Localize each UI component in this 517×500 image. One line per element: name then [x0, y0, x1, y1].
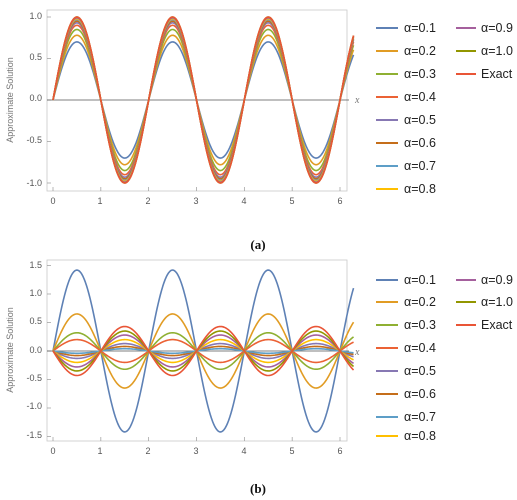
- legend-item: α=0.8: [376, 182, 436, 196]
- ytick-label: 1.0: [29, 288, 42, 298]
- series-lines-b: [52, 269, 355, 433]
- legend-label: α=0.2: [404, 295, 436, 309]
- series-line-11: [52, 16, 355, 184]
- xtick-labels-a: 0 1 2 3 4 5 6: [50, 196, 342, 206]
- legend-label: α=0.3: [404, 318, 436, 332]
- legend-label: α=0.5: [404, 113, 436, 127]
- ytick-label: 0.5: [29, 52, 42, 62]
- legend-label: Exact: [481, 67, 513, 81]
- ylabel-b: Approximate Solution: [5, 307, 15, 393]
- tick-marks-a: [47, 16, 341, 191]
- ytick-label: -0.5: [26, 135, 42, 145]
- series-line-7: [52, 347, 354, 355]
- ytick-label: -0.5: [26, 373, 42, 383]
- ytick-label: -1.0: [26, 178, 42, 188]
- caption-a: (a): [250, 237, 265, 252]
- legend-item: α=1.0: [456, 44, 513, 58]
- caption-b: (b): [250, 481, 266, 496]
- legend-label: α=0.7: [404, 410, 436, 424]
- xtick-label: 3: [193, 446, 198, 456]
- plot-a-frame: [46, 9, 348, 192]
- series-lines-a: [52, 16, 355, 184]
- legend-label: Exact: [481, 318, 513, 332]
- legend-item: Exact: [456, 67, 513, 81]
- legend-label: α=1.0: [481, 44, 513, 58]
- panel-a: Approximate Solution x -1.0 -0.5 0.0 0.5…: [5, 9, 513, 252]
- legend-item: Exact: [456, 318, 513, 332]
- xtick-label: 2: [145, 196, 150, 206]
- xlabel-b: x: [354, 347, 360, 358]
- legend-item: α=0.2: [376, 44, 436, 58]
- legend-label: α=0.1: [404, 273, 436, 287]
- series-line-3: [52, 331, 355, 371]
- legend-item: α=0.9: [456, 273, 513, 287]
- xtick-label: 6: [337, 196, 342, 206]
- legend-item: α=0.9: [456, 21, 513, 35]
- xtick-label: 0: [50, 196, 55, 206]
- ytick-label: -1.0: [26, 401, 42, 411]
- series-line-2: [52, 313, 355, 389]
- legend-item: α=0.5: [376, 113, 436, 127]
- xtick-label: 5: [289, 446, 294, 456]
- legend-item: α=0.1: [376, 273, 436, 287]
- legend-item: α=0.3: [376, 318, 436, 332]
- legend-label: α=0.2: [404, 44, 436, 58]
- ytick-label: -1.5: [26, 430, 42, 440]
- legend-item: α=0.8: [376, 429, 436, 443]
- legend-label: α=0.4: [404, 341, 436, 355]
- xtick-label: 4: [241, 446, 246, 456]
- series-line-11: [52, 325, 355, 377]
- legend-label: α=0.8: [404, 182, 436, 196]
- legend-item: α=0.4: [376, 90, 436, 104]
- ytick-label: 0.0: [29, 93, 42, 103]
- legend-label: α=0.5: [404, 364, 436, 378]
- xtick-label: 1: [97, 196, 102, 206]
- legend-label: α=0.6: [404, 136, 436, 150]
- legend-label: α=0.1: [404, 21, 436, 35]
- legend-label: α=0.4: [404, 90, 436, 104]
- xtick-label: 3: [193, 196, 198, 206]
- ytick-label: 1.5: [29, 260, 42, 270]
- legend-item: α=0.6: [376, 136, 436, 150]
- legend-item: α=0.7: [376, 159, 436, 173]
- legend-label: α=0.3: [404, 67, 436, 81]
- legend-item: α=1.0: [456, 295, 513, 309]
- legend-item: α=0.2: [376, 295, 436, 309]
- legend-item: α=0.3: [376, 67, 436, 81]
- legend-b: α=0.1 α=0.2 α=0.3 α=0.4 α=0.5 α=0.6 α=0.…: [376, 273, 513, 443]
- xtick-labels-b: 0 1 2 3 4 5 6: [50, 446, 342, 456]
- legend-label: α=0.9: [481, 273, 513, 287]
- tick-marks-b: [47, 265, 341, 441]
- legend-item: α=0.4: [376, 341, 436, 355]
- legend-a: α=0.1 α=0.2 α=0.3 α=0.4 α=0.5 α=0.6 α=0.…: [376, 21, 513, 196]
- ytick-label: 0.5: [29, 316, 42, 326]
- legend-label: α=0.6: [404, 387, 436, 401]
- ytick-label: 1.0: [29, 11, 42, 21]
- ylabel-a: Approximate Solution: [5, 57, 15, 143]
- series-line-4: [52, 338, 354, 364]
- legend-label: α=0.7: [404, 159, 436, 173]
- series-line-1: [52, 269, 355, 433]
- legend-item: α=0.6: [376, 387, 436, 401]
- legend-item: α=0.1: [376, 21, 436, 35]
- legend-item: α=0.7: [376, 410, 436, 424]
- ytick-label: 0.0: [29, 345, 42, 355]
- legend-item: α=0.5: [376, 364, 436, 378]
- panel-b: Approximate Solution x -1.5 -1.0 -0.5 0.…: [5, 259, 513, 496]
- legend-label: α=0.8: [404, 429, 436, 443]
- legend-label: α=0.9: [481, 21, 513, 35]
- xtick-label: 1: [97, 446, 102, 456]
- ytick-labels-b: -1.5 -1.0 -0.5 0.0 0.5 1.0 1.5: [26, 260, 42, 440]
- ytick-labels-a: -1.0 -0.5 0.0 0.5 1.0: [26, 11, 42, 188]
- xtick-label: 2: [145, 446, 150, 456]
- xtick-label: 4: [241, 196, 246, 206]
- xtick-label: 0: [50, 446, 55, 456]
- xlabel-a: x: [354, 95, 360, 106]
- legend-label: α=1.0: [481, 295, 513, 309]
- xtick-label: 5: [289, 196, 294, 206]
- plot-b-frame: [46, 259, 348, 442]
- xtick-label: 6: [337, 446, 342, 456]
